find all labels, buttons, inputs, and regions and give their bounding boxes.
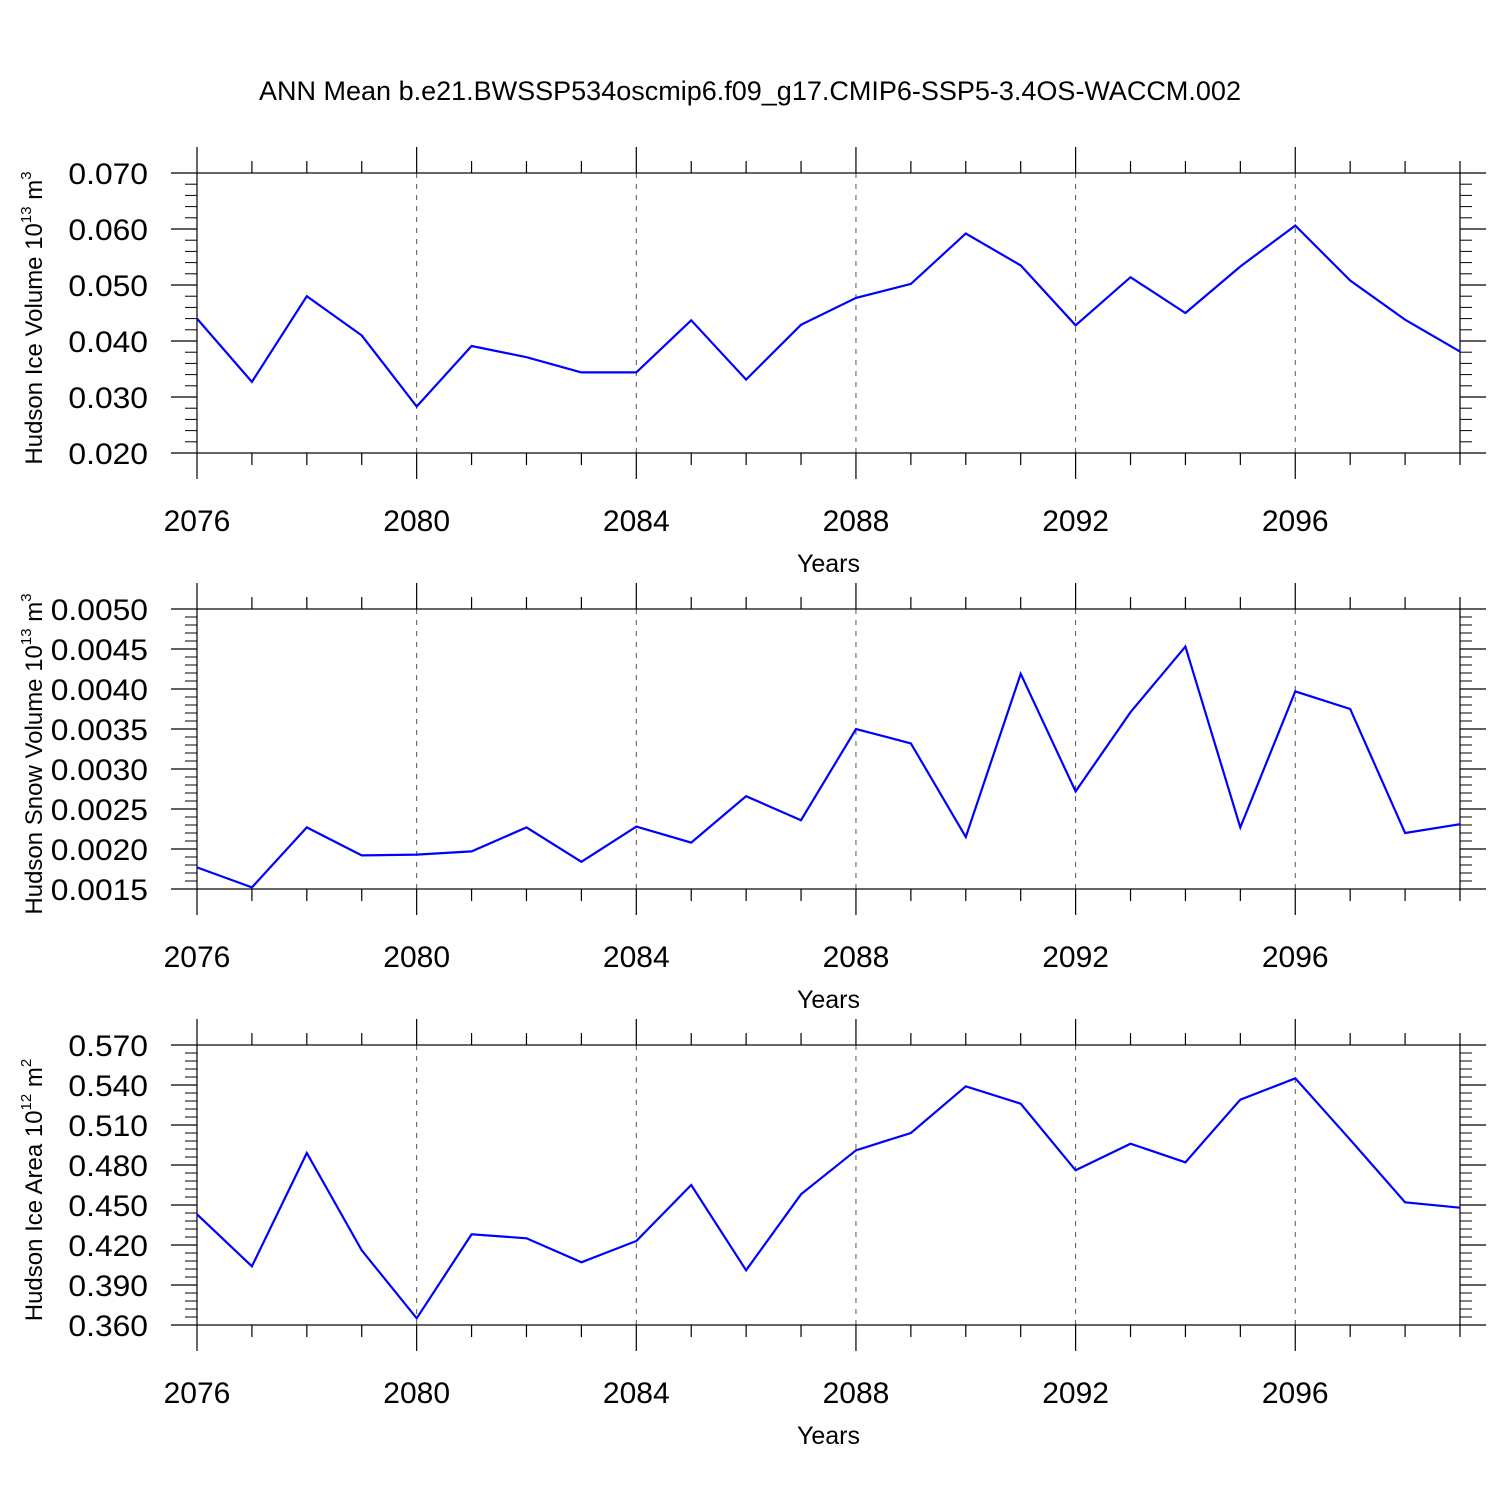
y-tick-label: 0.0025 xyxy=(51,793,148,827)
x-tick-label: 2076 xyxy=(164,941,231,974)
panel-2: 0.0015 0.0020 0.0025 0.0030 0.0035 0.0040 0.00… xyxy=(18,583,1486,1014)
y-tick-label: 0.0040 xyxy=(51,673,148,707)
x-tick-label: 2084 xyxy=(603,505,670,538)
x-tick-label: 2080 xyxy=(383,1377,450,1410)
y-tick-label: 0.0035 xyxy=(51,713,148,747)
x-tick-label: 2096 xyxy=(1262,941,1329,974)
y-tick-label: 0.070 xyxy=(68,157,148,191)
plot-frame xyxy=(196,608,1461,890)
y-axis-label: Hudson Snow Volume 1013 m3 xyxy=(18,593,48,914)
y-tick-label: 0.480 xyxy=(68,1149,148,1183)
y-tick-label: 0.0020 xyxy=(51,833,148,867)
x-tick-label: 2096 xyxy=(1262,505,1329,538)
x-tick-label: 2076 xyxy=(164,1377,231,1410)
series-line xyxy=(196,224,1461,409)
plot-frame xyxy=(196,1044,1461,1326)
figure-title: ANN Mean b.e21.BWSSP534oscmip6.f09_g17.C… xyxy=(259,76,1241,106)
y-tick-label: 0.420 xyxy=(68,1229,148,1263)
y-axis-label-unit-exponent: 2 xyxy=(18,1059,35,1067)
x-tick-label: 2092 xyxy=(1042,941,1109,974)
y-tick-label: 0.040 xyxy=(68,325,148,359)
y-tick-label: 0.060 xyxy=(68,213,148,247)
x-tick-label: 2092 xyxy=(1042,505,1109,538)
y-tick-label: 0.390 xyxy=(68,1269,148,1303)
y-tick-label: 0.450 xyxy=(68,1189,148,1223)
y-tick-label: 0.030 xyxy=(68,381,148,415)
x-tick-label: 2088 xyxy=(823,505,890,538)
y-tick-label: 0.540 xyxy=(68,1069,148,1103)
plot-frame xyxy=(196,172,1461,454)
y-axis-label-unit: m xyxy=(21,180,48,207)
y-axis-label-text: Hudson Snow Volume 10 xyxy=(21,645,48,915)
x-tick-label: 2096 xyxy=(1262,1377,1329,1410)
x-tick-label: 2088 xyxy=(823,941,890,974)
x-axis-label: Years xyxy=(797,1422,860,1450)
y-axis-label-unit: m xyxy=(21,1067,48,1094)
y-axis-label-exponent: 12 xyxy=(18,1094,35,1111)
y-tick-label: 0.0050 xyxy=(51,593,148,627)
y-tick-label: 0.0015 xyxy=(51,873,148,907)
series-line xyxy=(196,644,1461,889)
y-tick-label: 0.510 xyxy=(68,1109,148,1143)
panel-1: 0.020 0.030 0.040 0.050 0.060 0.070 2076 2080 20… xyxy=(18,147,1486,578)
x-tick-label: 2076 xyxy=(164,505,231,538)
series-line xyxy=(196,1076,1461,1321)
x-tick-label: 2080 xyxy=(383,941,450,974)
y-axis-label-exponent: 13 xyxy=(18,628,35,645)
y-tick-label: 0.0045 xyxy=(51,633,148,667)
panel-3: 0.360 0.390 0.420 0.450 0.480 0.510 0.540 0.570… xyxy=(18,1019,1486,1450)
x-axis-label: Years xyxy=(797,550,860,578)
y-tick-label: 0.0030 xyxy=(51,753,148,787)
x-tick-label: 2084 xyxy=(603,1377,670,1410)
y-tick-label: 0.570 xyxy=(68,1029,148,1063)
y-axis-label-unit-exponent: 3 xyxy=(18,171,35,179)
y-axis-label-unit-exponent: 3 xyxy=(18,593,35,601)
y-axis-label-text: Hudson Ice Volume 10 xyxy=(21,223,48,465)
y-axis-label-exponent: 13 xyxy=(18,206,35,223)
y-axis-label-unit: m xyxy=(21,602,48,629)
y-tick-label: 0.050 xyxy=(68,269,148,303)
x-tick-label: 2080 xyxy=(383,505,450,538)
y-tick-label: 0.020 xyxy=(68,437,148,471)
y-axis-label-text: Hudson Ice Area 10 xyxy=(21,1110,48,1321)
x-tick-label: 2088 xyxy=(823,1377,890,1410)
y-tick-label: 0.360 xyxy=(68,1309,148,1343)
x-axis-label: Years xyxy=(797,986,860,1014)
x-tick-label: 2092 xyxy=(1042,1377,1109,1410)
y-axis-label: Hudson Ice Area 1012 m2 xyxy=(18,1059,48,1322)
y-axis-label: Hudson Ice Volume 1013 m3 xyxy=(18,171,48,464)
x-tick-label: 2084 xyxy=(603,941,670,974)
